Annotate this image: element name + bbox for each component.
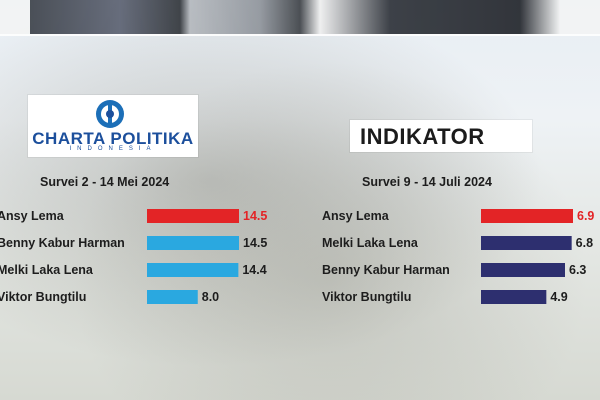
indikator-name: INDIKATOR xyxy=(360,124,485,149)
chart2-value-label: 6.3 xyxy=(569,263,586,277)
chart1-bar xyxy=(147,290,198,304)
candidates-photo-strip xyxy=(0,0,600,36)
chart2-value-label: 6.9 xyxy=(577,209,594,223)
left-chart-title: Survei 2 - 14 Mei 2024 xyxy=(40,175,170,189)
chart2-bar xyxy=(481,290,547,304)
chart1-value-label: 14.5 xyxy=(243,236,267,250)
charta-politika-emblem-icon xyxy=(96,100,124,128)
chart2-category-label: Viktor Bungtilu xyxy=(322,290,411,304)
right-chart-title: Survei 9 - 14 Juli 2024 xyxy=(362,175,492,189)
chart1-bar xyxy=(147,263,239,277)
chart2-value-label: 6.8 xyxy=(576,236,593,250)
chart1-category-label: Melki Laka Lena xyxy=(0,263,94,277)
charta-politika-logo: CHARTA POLITIKA INDONESIA xyxy=(28,95,198,157)
chart1-category-label: Benny Kabur Harman xyxy=(0,236,125,250)
chart1-bar xyxy=(147,209,239,223)
chart1-value-label: 14.4 xyxy=(242,263,266,277)
chart1-category-label: Ansy Lema xyxy=(0,209,65,223)
chart1-value-label: 14.5 xyxy=(243,209,267,223)
chart2-value-label: 4.9 xyxy=(550,290,567,304)
chart2-category-label: Melki Laka Lena xyxy=(322,236,419,250)
chart1-value-label: 8.0 xyxy=(202,290,219,304)
chart2-bar xyxy=(481,236,572,250)
chart1-bar xyxy=(147,236,239,250)
charta-politika-name: CHARTA POLITIKA xyxy=(32,129,194,148)
charta-politika-subtitle: INDONESIA xyxy=(69,146,157,152)
indikator-logo: INDIKATOR xyxy=(350,120,532,152)
chart2-bar xyxy=(481,209,573,223)
chart1-category-label: Viktor Bungtilu xyxy=(0,290,86,304)
chart2-category-label: Ansy Lema xyxy=(322,209,390,223)
chart2-bar xyxy=(481,263,565,277)
chart2-category-label: Benny Kabur Harman xyxy=(322,263,450,277)
